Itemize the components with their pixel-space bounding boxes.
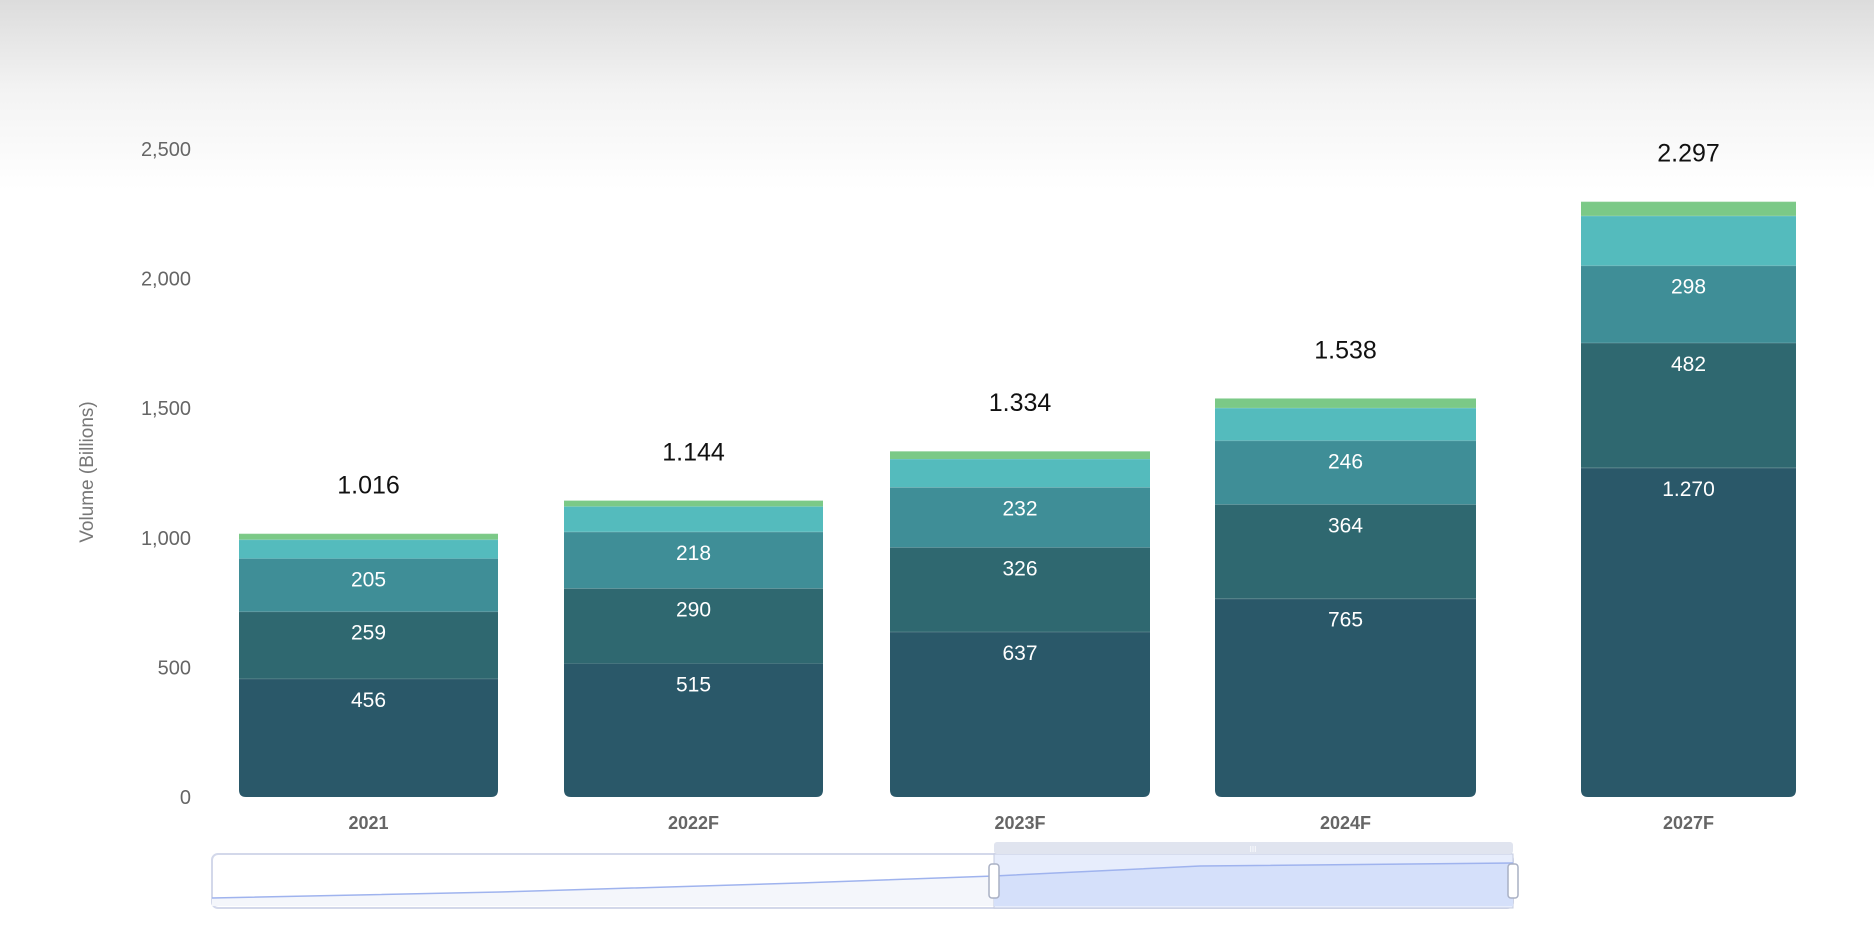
bar-segment[interactable] bbox=[564, 588, 823, 664]
y-tick-label: 2,000 bbox=[141, 269, 191, 291]
y-tick-label: 1,000 bbox=[141, 528, 191, 550]
segment-label: 205 bbox=[351, 569, 386, 592]
segment-label: 326 bbox=[1002, 557, 1037, 580]
total-label: 1.144 bbox=[662, 438, 725, 466]
bar-segment[interactable] bbox=[239, 533, 498, 540]
segment-label: 232 bbox=[1002, 497, 1037, 520]
bar-segment[interactable] bbox=[890, 459, 1150, 488]
navigator-scrollbar[interactable] bbox=[994, 842, 1513, 854]
x-tick-label: 2027F bbox=[1663, 813, 1714, 833]
bar-segment[interactable] bbox=[564, 531, 823, 589]
bar-segment[interactable] bbox=[1581, 342, 1796, 468]
bar-segment[interactable] bbox=[239, 558, 498, 612]
total-label: 1.016 bbox=[337, 472, 400, 500]
segment-label: 364 bbox=[1328, 514, 1363, 537]
segment-label: 765 bbox=[1328, 609, 1363, 632]
navigator-handle-right[interactable] bbox=[1507, 863, 1519, 899]
bar-segment[interactable] bbox=[1215, 398, 1476, 408]
bar-segment[interactable] bbox=[890, 631, 1150, 797]
y-axis: 0 500 1,000 1,500 2,000 2,500 bbox=[141, 139, 191, 809]
bar-segment[interactable] bbox=[239, 678, 498, 797]
total-label: 1.334 bbox=[989, 389, 1052, 417]
bar-segment[interactable] bbox=[1581, 201, 1796, 216]
segment-label: 298 bbox=[1671, 276, 1706, 299]
y-tick-label: 2,500 bbox=[141, 139, 191, 161]
range-navigator[interactable]: III bbox=[211, 842, 1519, 909]
segment-label: 456 bbox=[351, 689, 386, 712]
total-label: 1.538 bbox=[1314, 336, 1377, 364]
bar-segment[interactable] bbox=[890, 487, 1150, 548]
bar-segment[interactable] bbox=[1581, 215, 1796, 266]
x-tick-label: 2022F bbox=[668, 813, 719, 833]
bar-stack-2027F[interactable]: 1.270 482 298 2.297 bbox=[1581, 140, 1796, 797]
bar-segment[interactable] bbox=[890, 451, 1150, 460]
bar-segment[interactable] bbox=[564, 506, 823, 532]
x-axis: 2021 2022F 2023F 2024F 2027F bbox=[348, 813, 1714, 833]
bar-segment[interactable] bbox=[564, 500, 823, 507]
bar-segment[interactable] bbox=[1215, 504, 1476, 599]
total-label: 2.297 bbox=[1657, 140, 1720, 168]
navigator-line bbox=[211, 862, 1514, 899]
segment-label: 218 bbox=[676, 542, 711, 565]
bar-segment[interactable] bbox=[1215, 598, 1476, 797]
y-tick-label: 500 bbox=[158, 657, 191, 679]
y-tick-label: 0 bbox=[180, 787, 191, 809]
segment-label: 515 bbox=[676, 674, 711, 697]
x-tick-label: 2021 bbox=[348, 813, 388, 833]
y-tick-label: 1,500 bbox=[141, 398, 191, 420]
bar-segment[interactable] bbox=[1581, 265, 1796, 343]
bar-segment[interactable] bbox=[1215, 440, 1476, 505]
bar-segment[interactable] bbox=[239, 539, 498, 559]
x-tick-label: 2024F bbox=[1320, 813, 1371, 833]
bar-stack-2024F[interactable]: 765 364 246 1.538 bbox=[1215, 336, 1476, 797]
segment-label: 246 bbox=[1328, 451, 1363, 474]
segment-label: 637 bbox=[1002, 642, 1037, 665]
segment-label: 482 bbox=[1671, 353, 1706, 376]
navigator-selected-area bbox=[994, 863, 1513, 906]
x-tick-label: 2023F bbox=[994, 813, 1045, 833]
bar-stack-2021[interactable]: 456 259 205 1.016 bbox=[239, 472, 498, 797]
bar-segment[interactable] bbox=[239, 611, 498, 679]
bar-segment[interactable] bbox=[1215, 407, 1476, 441]
bar-stack-2022F[interactable]: 515 290 218 1.144 bbox=[564, 438, 823, 797]
segment-label: 290 bbox=[676, 598, 711, 621]
navigator-handle-left[interactable] bbox=[988, 863, 1000, 899]
bar-segment[interactable] bbox=[1581, 467, 1796, 797]
bar-segment[interactable] bbox=[564, 663, 823, 797]
bars: 456 259 205 1.016 515 290 218 1.144 637 326 232 1.3… bbox=[239, 140, 1796, 797]
bar-segment[interactable] bbox=[890, 547, 1150, 632]
segment-label: 259 bbox=[351, 622, 386, 645]
navigator-grip[interactable]: III bbox=[1250, 845, 1257, 854]
segment-label: 1.270 bbox=[1662, 478, 1715, 501]
bar-stack-2023F[interactable]: 637 326 232 1.334 bbox=[890, 389, 1150, 797]
y-axis-label: Volume (Billions) bbox=[77, 401, 98, 543]
